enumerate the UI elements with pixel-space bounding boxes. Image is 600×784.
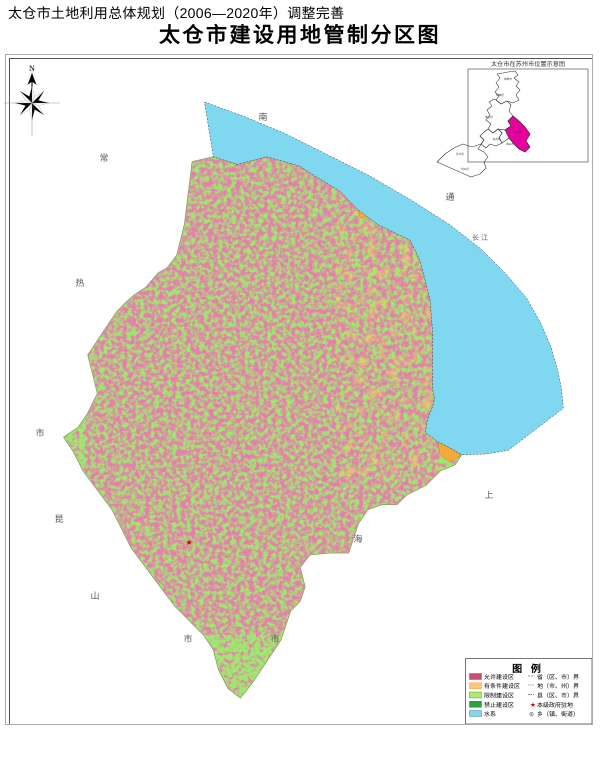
svg-text:限制建设区: 限制建设区 [484, 692, 514, 700]
svg-text:南: 南 [258, 112, 267, 122]
svg-text:N: N [29, 63, 35, 73]
svg-text:海: 海 [353, 534, 362, 544]
svg-text:长 江: 长 江 [472, 234, 488, 242]
svg-text:太仓市在苏州市位置示意图: 太仓市在苏州市位置示意图 [491, 60, 565, 68]
svg-text:有条件建设区: 有条件建设区 [484, 682, 520, 690]
svg-text:允许建设区: 允许建设区 [484, 673, 514, 681]
svg-text:相城区: 相城区 [496, 93, 504, 97]
svg-text:乡（镇、街道）: 乡（镇、街道） [537, 710, 579, 718]
svg-text:姑苏区: 姑苏区 [493, 137, 501, 141]
svg-text:通: 通 [445, 192, 454, 202]
svg-text:市: 市 [183, 634, 192, 644]
svg-text:昆: 昆 [54, 514, 63, 524]
svg-text:县（区、市）界: 县（区、市）界 [537, 692, 579, 700]
svg-text:禁止建设区: 禁止建设区 [484, 701, 514, 709]
svg-text:⊛: ⊛ [529, 712, 534, 718]
svg-text:太仓市: 太仓市 [514, 130, 522, 134]
svg-text:图 例: 图 例 [512, 663, 544, 675]
svg-text:地（市、州）界: 地（市、州）界 [537, 682, 579, 690]
svg-text:本级政府驻地: 本级政府驻地 [537, 701, 573, 709]
svg-text:市: 市 [270, 634, 279, 644]
svg-text:热: 热 [75, 278, 84, 288]
svg-text:常熟市: 常熟市 [504, 77, 512, 81]
svg-text:虎丘区: 虎丘区 [485, 115, 493, 119]
svg-text:常: 常 [99, 153, 108, 163]
svg-text:上: 上 [484, 490, 493, 500]
svg-text:山: 山 [90, 591, 99, 601]
svg-text:市: 市 [35, 428, 44, 438]
svg-text:水系: 水系 [484, 710, 496, 718]
svg-text:昆山市: 昆山市 [506, 142, 514, 146]
svg-text:吴江区: 吴江区 [456, 152, 464, 156]
svg-text:★: ★ [530, 702, 536, 709]
svg-text:省（区、市）界: 省（区、市）界 [537, 673, 579, 681]
svg-text:★: ★ [185, 538, 192, 547]
svg-text:吴中区: 吴中区 [461, 167, 469, 171]
